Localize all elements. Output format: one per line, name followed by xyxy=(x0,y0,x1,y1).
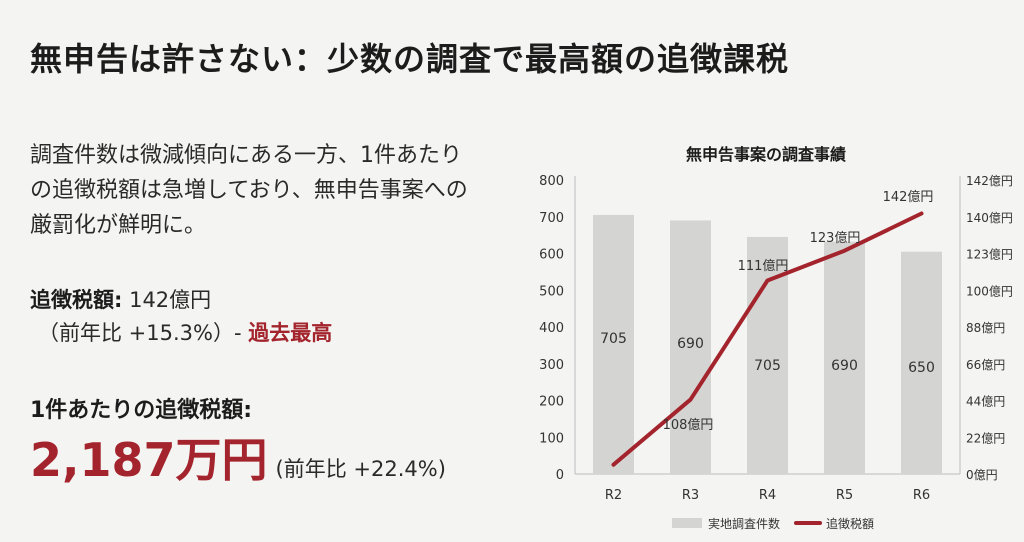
total-tax-value: 142億円 xyxy=(122,288,212,312)
y-left-tick-label: 0 xyxy=(556,468,564,483)
description-text: 調査件数は微減傾向にある一方、1件あたりの追徴税額は急増しており、無申告事案への… xyxy=(30,143,468,238)
y-left-tick-label: 500 xyxy=(539,284,564,299)
bar-data-label: 705 xyxy=(754,358,781,374)
y-right-tick-label: 140億円 xyxy=(966,211,1013,225)
total-tax-line: 追徴税額: 142億円 xyxy=(30,284,332,317)
legend-bar-label: 実地調査件数 xyxy=(708,516,780,531)
x-tick-label: R6 xyxy=(913,488,930,503)
line-data-label: 142億円 xyxy=(883,189,934,205)
bar xyxy=(824,241,865,474)
y-right-tick-label: 66億円 xyxy=(966,358,1005,372)
total-tax-label: 追徴税額: xyxy=(30,288,123,312)
total-tax-stat: 追徴税額: 142億円 （前年比 +15.3%）- 過去最高 xyxy=(30,284,332,350)
y-right-tick-label: 123億円 xyxy=(966,248,1013,262)
total-tax-change: （前年比 +15.3%）- xyxy=(38,321,249,345)
y-left-tick-label: 200 xyxy=(539,395,564,410)
y-right-tick-label: 44億円 xyxy=(966,395,1005,409)
y-right-tick-label: 88億円 xyxy=(966,321,1005,335)
y-left-tick-label: 100 xyxy=(539,431,564,446)
bar-data-label: 650 xyxy=(908,360,935,376)
chart-title: 無申告事案の調査事績 xyxy=(686,145,846,164)
tax-line-series xyxy=(611,211,924,467)
y-left-tick-label: 600 xyxy=(539,248,564,263)
bar-data-label: 690 xyxy=(677,336,704,352)
tax-investigation-chart: 無申告事案の調査事績 0 100 200 300 400 500 600 700 800 0億円 22… xyxy=(539,145,1013,531)
y-left-tick-label: 300 xyxy=(539,358,564,373)
bar-data-label: 690 xyxy=(831,358,858,374)
y-right-tick-label: 22億円 xyxy=(966,431,1005,445)
line-data-label: 111億円 xyxy=(738,258,789,274)
per-case-tax-label: 1件あたりの追徴税額: xyxy=(30,398,253,423)
x-tick-label: R2 xyxy=(605,488,622,503)
y-left-tick-label: 400 xyxy=(539,321,564,336)
total-tax-change-line: （前年比 +15.3%）- 過去最高 xyxy=(30,317,332,350)
per-case-tax-value: 2,187万円 xyxy=(30,433,268,487)
x-tick-label: R4 xyxy=(759,488,776,503)
y-right-tick-label: 100億円 xyxy=(966,284,1013,298)
y-right-tick-label: 142億円 xyxy=(966,174,1013,188)
per-case-tax-stat: 2,187万円 (前年比 +22.4%) xyxy=(30,424,446,490)
record-high-badge: 過去最高 xyxy=(248,321,333,345)
bar xyxy=(670,220,711,474)
x-tick-label: R5 xyxy=(836,488,853,503)
legend-line-label: 追徴税額 xyxy=(826,516,874,531)
page-title: 無申告は許さない：少数の調査で最高額の追徴課税 xyxy=(30,40,790,78)
y-left-tick-label: 700 xyxy=(539,211,564,226)
bar xyxy=(901,251,942,474)
line-data-label: 108億円 xyxy=(663,417,714,433)
y-right-tick-label: 0億円 xyxy=(966,468,998,482)
bar-data-label: 705 xyxy=(600,331,627,347)
per-case-tax-change: (前年比 +22.4%) xyxy=(275,457,446,481)
y-left-tick-label: 800 xyxy=(539,174,564,189)
line-data-label: 123億円 xyxy=(810,230,861,246)
x-tick-label: R3 xyxy=(682,488,699,503)
bar xyxy=(593,214,634,474)
legend-bar-swatch xyxy=(672,518,702,528)
